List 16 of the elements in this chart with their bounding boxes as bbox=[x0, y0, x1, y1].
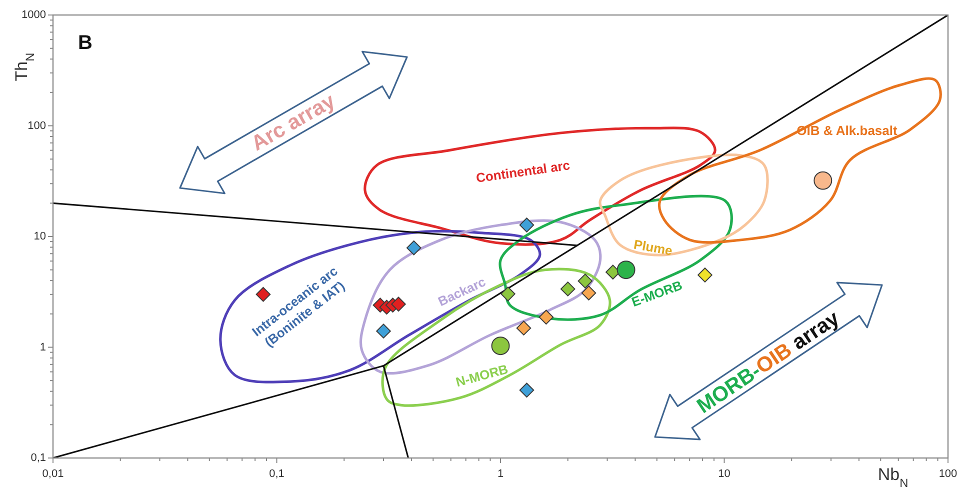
annotation: Continental arc bbox=[475, 157, 571, 186]
text: B bbox=[78, 32, 92, 54]
x-axis-title: Nb$_{N}$ bbox=[878, 465, 908, 490]
x-tick-label: 0,01 bbox=[42, 468, 64, 480]
annotation: Plume bbox=[632, 236, 674, 258]
y-tick-label: 100 bbox=[28, 120, 46, 132]
y-tick-label: 0,1 bbox=[30, 452, 46, 464]
x-tick-label: 0,1 bbox=[269, 468, 284, 480]
annotation: N-MORB bbox=[454, 361, 510, 390]
x-tick-label: 1 bbox=[497, 468, 504, 480]
y-tick-label: 1 bbox=[40, 341, 46, 354]
x-tick-label: 10 bbox=[718, 468, 730, 480]
y-tick-label: 1000 bbox=[22, 9, 46, 21]
x-tick-label: 100 bbox=[938, 468, 958, 480]
y-tick-label: 10 bbox=[34, 230, 46, 242]
annotation: Arc array bbox=[247, 88, 339, 156]
